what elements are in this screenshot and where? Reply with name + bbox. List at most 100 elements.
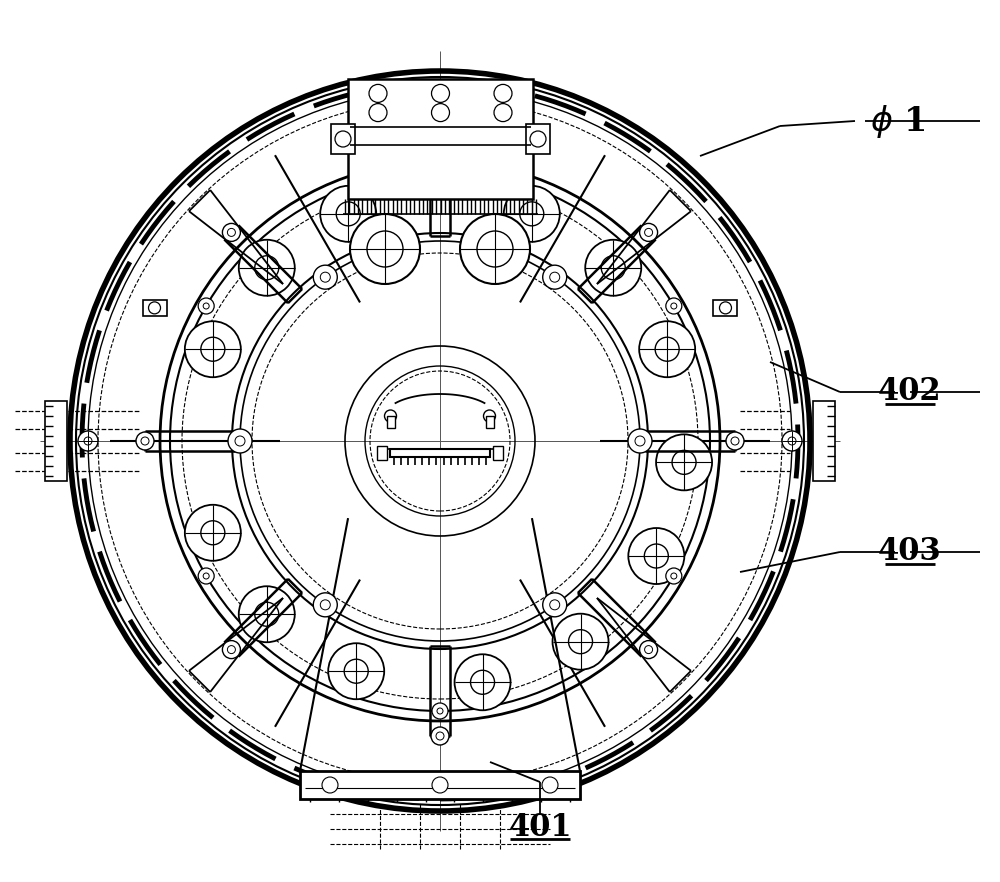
Circle shape xyxy=(201,520,225,545)
Circle shape xyxy=(255,256,279,280)
Circle shape xyxy=(504,186,560,242)
Text: 403: 403 xyxy=(878,536,942,567)
Bar xyxy=(300,771,580,799)
Circle shape xyxy=(227,228,235,236)
Circle shape xyxy=(666,568,682,584)
Circle shape xyxy=(726,432,744,450)
Circle shape xyxy=(782,431,802,451)
Circle shape xyxy=(639,321,695,377)
Circle shape xyxy=(336,202,360,226)
Circle shape xyxy=(655,337,679,362)
Circle shape xyxy=(136,432,154,450)
Circle shape xyxy=(550,600,560,609)
Circle shape xyxy=(543,593,567,617)
Circle shape xyxy=(477,231,513,267)
Text: 402: 402 xyxy=(878,377,942,407)
Circle shape xyxy=(384,410,396,422)
Circle shape xyxy=(185,505,241,561)
Bar xyxy=(526,124,550,154)
Circle shape xyxy=(322,777,338,793)
Circle shape xyxy=(553,614,609,669)
Circle shape xyxy=(369,85,387,102)
Circle shape xyxy=(78,431,98,451)
Circle shape xyxy=(484,410,496,422)
Circle shape xyxy=(460,214,530,284)
Circle shape xyxy=(235,436,245,446)
Circle shape xyxy=(320,600,330,609)
Circle shape xyxy=(585,240,641,295)
Circle shape xyxy=(542,777,558,793)
Circle shape xyxy=(367,231,403,267)
Circle shape xyxy=(520,202,544,226)
Circle shape xyxy=(550,273,560,282)
Circle shape xyxy=(432,777,448,793)
Bar xyxy=(45,401,67,481)
Circle shape xyxy=(569,630,593,654)
Text: 401: 401 xyxy=(508,811,572,842)
Circle shape xyxy=(436,732,444,740)
Circle shape xyxy=(432,103,450,122)
Circle shape xyxy=(185,321,241,377)
Circle shape xyxy=(645,228,653,236)
Bar xyxy=(331,124,355,154)
Circle shape xyxy=(471,670,495,694)
Circle shape xyxy=(320,273,330,282)
Circle shape xyxy=(432,163,448,179)
Circle shape xyxy=(635,436,645,446)
Circle shape xyxy=(239,587,295,642)
Circle shape xyxy=(203,303,209,309)
Circle shape xyxy=(640,223,658,242)
Circle shape xyxy=(350,214,420,284)
Circle shape xyxy=(255,602,279,626)
Circle shape xyxy=(141,437,149,445)
Circle shape xyxy=(671,303,677,309)
Circle shape xyxy=(628,528,684,584)
Circle shape xyxy=(84,437,92,445)
Bar xyxy=(348,79,533,199)
Bar xyxy=(486,416,494,428)
Circle shape xyxy=(431,137,449,155)
Circle shape xyxy=(645,646,653,654)
Circle shape xyxy=(788,437,796,445)
Circle shape xyxy=(328,643,384,699)
Circle shape xyxy=(666,298,682,314)
Circle shape xyxy=(644,544,668,568)
Circle shape xyxy=(437,168,443,174)
Circle shape xyxy=(530,131,546,147)
Circle shape xyxy=(455,654,511,710)
Circle shape xyxy=(628,429,652,453)
Circle shape xyxy=(731,437,739,445)
Circle shape xyxy=(494,85,512,102)
Bar xyxy=(493,446,503,460)
Bar xyxy=(377,446,387,460)
Circle shape xyxy=(672,451,696,475)
Circle shape xyxy=(239,240,295,295)
Circle shape xyxy=(313,593,337,617)
Circle shape xyxy=(369,103,387,122)
Circle shape xyxy=(198,568,214,584)
Circle shape xyxy=(313,265,337,289)
Circle shape xyxy=(222,223,240,242)
Circle shape xyxy=(203,573,209,579)
Circle shape xyxy=(228,429,252,453)
Circle shape xyxy=(320,186,376,242)
Circle shape xyxy=(719,302,731,314)
Circle shape xyxy=(656,434,712,490)
Circle shape xyxy=(640,640,658,659)
Circle shape xyxy=(436,142,444,150)
Circle shape xyxy=(432,85,450,102)
Bar xyxy=(713,300,737,316)
Circle shape xyxy=(198,298,214,314)
Circle shape xyxy=(437,708,443,714)
Circle shape xyxy=(222,640,240,659)
Circle shape xyxy=(149,302,161,314)
Circle shape xyxy=(543,265,567,289)
Circle shape xyxy=(431,727,449,745)
Circle shape xyxy=(494,103,512,122)
Bar xyxy=(390,449,490,457)
Circle shape xyxy=(227,646,235,654)
Circle shape xyxy=(601,256,625,280)
Bar xyxy=(143,300,167,316)
Circle shape xyxy=(335,131,351,147)
Text: $\phi$ 1: $\phi$ 1 xyxy=(870,102,926,139)
